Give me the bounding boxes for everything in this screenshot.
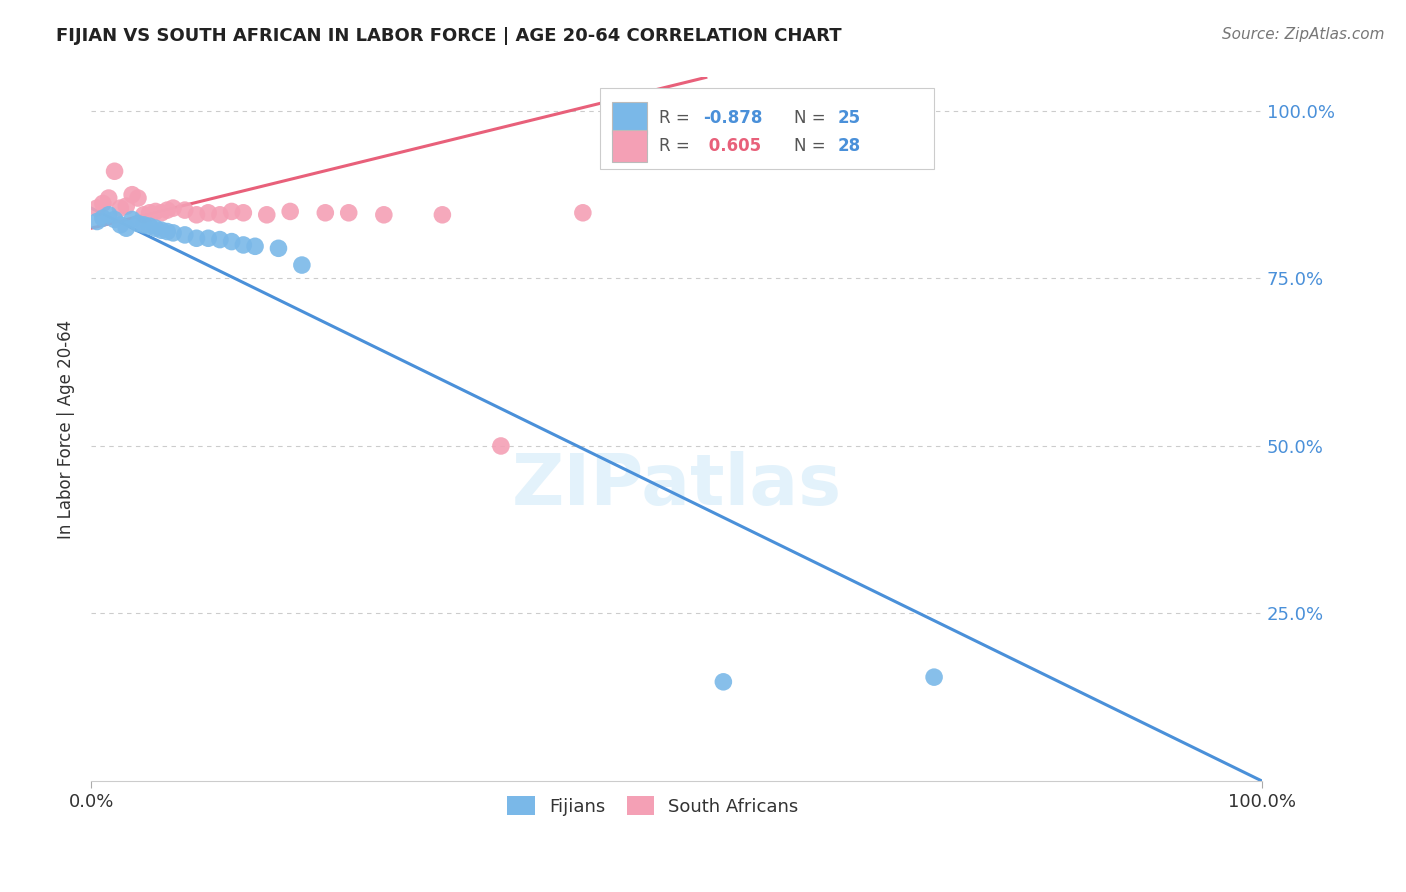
Point bbox=[156, 203, 179, 218]
Point bbox=[173, 227, 195, 242]
Point bbox=[127, 191, 149, 205]
Point bbox=[256, 208, 278, 222]
Point bbox=[373, 208, 395, 222]
Point bbox=[91, 196, 114, 211]
FancyBboxPatch shape bbox=[612, 102, 647, 134]
Text: R =: R = bbox=[659, 109, 695, 127]
Text: Source: ZipAtlas.com: Source: ZipAtlas.com bbox=[1222, 27, 1385, 42]
Point bbox=[91, 211, 114, 226]
Point bbox=[103, 212, 125, 227]
Text: R =: R = bbox=[659, 136, 695, 154]
FancyBboxPatch shape bbox=[600, 88, 934, 169]
Point bbox=[145, 204, 167, 219]
Text: -0.878: -0.878 bbox=[703, 109, 763, 127]
Point bbox=[162, 201, 184, 215]
Point bbox=[121, 187, 143, 202]
Point bbox=[432, 208, 454, 222]
Point bbox=[138, 206, 160, 220]
Point bbox=[314, 206, 336, 220]
Point bbox=[337, 206, 360, 220]
Text: 25: 25 bbox=[838, 109, 862, 127]
Point bbox=[162, 226, 184, 240]
Point bbox=[86, 201, 108, 215]
Point bbox=[278, 204, 301, 219]
Point bbox=[232, 238, 254, 252]
Point bbox=[86, 214, 108, 228]
Text: N =: N = bbox=[793, 136, 831, 154]
Text: ZIPatlas: ZIPatlas bbox=[512, 451, 842, 520]
Point bbox=[711, 674, 734, 689]
Point bbox=[489, 439, 512, 453]
Point bbox=[186, 208, 208, 222]
Point bbox=[156, 225, 179, 239]
Point bbox=[208, 208, 231, 222]
Point bbox=[173, 203, 195, 218]
FancyBboxPatch shape bbox=[612, 130, 647, 161]
Point bbox=[208, 233, 231, 247]
Point bbox=[110, 201, 132, 215]
Text: 0.605: 0.605 bbox=[703, 136, 762, 154]
Y-axis label: In Labor Force | Age 20-64: In Labor Force | Age 20-64 bbox=[58, 319, 75, 539]
Point bbox=[97, 191, 120, 205]
Point bbox=[243, 239, 266, 253]
Legend: Fijians, South Africans: Fijians, South Africans bbox=[499, 788, 808, 825]
Text: FIJIAN VS SOUTH AFRICAN IN LABOR FORCE | AGE 20-64 CORRELATION CHART: FIJIAN VS SOUTH AFRICAN IN LABOR FORCE |… bbox=[56, 27, 842, 45]
Point bbox=[127, 217, 149, 231]
Point bbox=[115, 221, 138, 235]
Point bbox=[221, 204, 243, 219]
Point bbox=[572, 206, 595, 220]
Point bbox=[221, 235, 243, 249]
Point bbox=[150, 206, 173, 220]
Text: N =: N = bbox=[793, 109, 831, 127]
Point bbox=[110, 218, 132, 232]
Point bbox=[97, 208, 120, 222]
Point bbox=[121, 212, 143, 227]
Point bbox=[922, 670, 945, 684]
Point bbox=[232, 206, 254, 220]
Point bbox=[197, 206, 219, 220]
Point bbox=[291, 258, 314, 272]
Point bbox=[103, 164, 125, 178]
Point bbox=[132, 218, 155, 232]
Point bbox=[267, 241, 290, 255]
Point bbox=[115, 199, 138, 213]
Point bbox=[132, 208, 155, 222]
Point bbox=[197, 231, 219, 245]
Point bbox=[150, 223, 173, 237]
Point bbox=[138, 219, 160, 234]
Text: 28: 28 bbox=[838, 136, 862, 154]
Point bbox=[145, 221, 167, 235]
Point bbox=[186, 231, 208, 245]
